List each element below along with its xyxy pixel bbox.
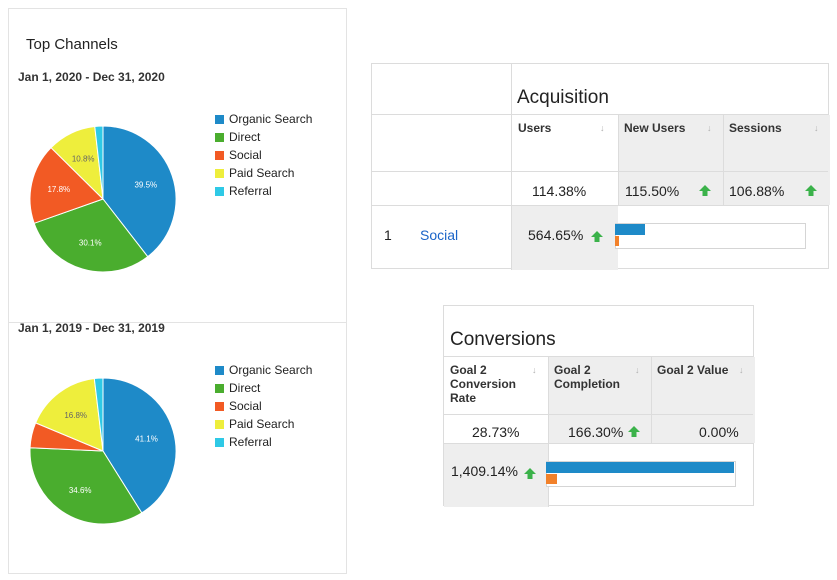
legend-label: Paid Search — [229, 166, 295, 180]
row-index: 1 — [384, 227, 392, 243]
legend-2020: Organic Search Direct Social Paid Search Ref… — [215, 110, 312, 200]
up-arrow-icon — [805, 185, 817, 196]
legend-item-direct[interactable]: Direct — [215, 379, 312, 397]
legend-label: Referral — [229, 184, 272, 198]
legend-item-paid[interactable]: Paid Search — [215, 164, 312, 182]
acquisition-bar-orange — [615, 236, 619, 246]
conversion-bar-box — [546, 461, 736, 487]
acquisition-title: Acquisition — [517, 87, 609, 108]
new-users-header-label: New Users — [624, 121, 686, 135]
pie-slice-paid[interactable] — [34, 377, 104, 452]
conversion-bar-blue — [546, 462, 734, 473]
sort-icon: ↓ — [600, 123, 605, 133]
legend-swatch — [215, 419, 224, 429]
legend-label: Direct — [229, 130, 261, 144]
conversions-title: Conversions — [450, 329, 556, 350]
conversion-row-value: 1,409.14% — [451, 463, 518, 479]
legend-item-social[interactable]: Social — [215, 146, 312, 164]
new-users-total: 115.50% — [625, 183, 680, 199]
up-arrow-icon — [524, 468, 536, 479]
acquisition-bar-box — [615, 223, 806, 249]
sort-icon: ↓ — [707, 123, 712, 133]
up-arrow-icon — [628, 426, 640, 437]
legend-item-social[interactable]: Social — [215, 397, 312, 415]
panel-divider — [9, 322, 346, 323]
completion-header-label: Goal 2 Completion — [554, 363, 620, 391]
legend-swatch — [215, 132, 224, 142]
legend-label: Organic Search — [229, 112, 313, 126]
goal-value-total: 0.00% — [699, 424, 739, 440]
legend-swatch — [215, 365, 224, 375]
legend-item-direct[interactable]: Direct — [215, 128, 312, 146]
legend-swatch — [215, 401, 224, 411]
legend-label: Direct — [229, 381, 261, 395]
legend-2019: Organic Search Direct Social Paid Search Ref… — [215, 361, 312, 451]
up-arrow-icon — [591, 231, 603, 242]
legend-label: Social — [229, 399, 262, 413]
legend-swatch — [215, 150, 224, 160]
date-range-2020: Jan 1, 2020 - Dec 31, 2020 — [18, 70, 165, 84]
pie-slice-referral[interactable] — [94, 125, 104, 200]
pie-slice-social[interactable] — [29, 146, 104, 224]
conversion-bar-orange — [546, 474, 557, 484]
conversion-rate-total: 28.73% — [472, 424, 520, 440]
legend-item-referral[interactable]: Referral — [215, 182, 312, 200]
slice-label-social: 17.8% — [47, 185, 70, 194]
legend-item-paid[interactable]: Paid Search — [215, 415, 312, 433]
legend-swatch — [215, 383, 224, 393]
panel-title: Top Channels — [26, 36, 118, 53]
legend-swatch — [215, 114, 224, 124]
slice-label-organic: 41.1% — [135, 435, 158, 444]
slice-label-paid: 16.8% — [64, 411, 87, 420]
sessions-total: 106.88% — [729, 183, 785, 199]
pie-slice-direct[interactable] — [33, 198, 149, 273]
pie-slice-organic[interactable] — [102, 125, 177, 258]
legend-swatch — [215, 437, 224, 447]
conversion-rate-header[interactable]: Goal 2 Conversion Rate ↓ — [444, 357, 548, 414]
users-total: 114.38% — [532, 183, 587, 199]
legend-item-organic[interactable]: Organic Search — [215, 110, 312, 128]
up-arrow-icon — [699, 185, 711, 196]
conversions-panel: Conversions Goal 2 Conversion Rate ↓ Goa… — [443, 305, 755, 507]
legend-swatch — [215, 168, 224, 178]
social-link[interactable]: Social — [420, 227, 459, 243]
legend-label: Social — [229, 148, 262, 162]
sort-icon: ↓ — [635, 365, 640, 375]
legend-item-referral[interactable]: Referral — [215, 433, 312, 451]
users-header[interactable]: Users ↓ — [512, 115, 618, 171]
acquisition-panel: Acquisition Users ↓ New Users ↓ Sessions… — [371, 63, 830, 270]
goal-value-header[interactable]: Goal 2 Value ↓ — [652, 357, 755, 443]
slice-label-organic: 39.5% — [134, 180, 157, 189]
pie-slice-direct[interactable] — [29, 447, 143, 525]
legend-label: Referral — [229, 435, 272, 449]
social-users-value: 564.65% — [528, 227, 584, 243]
sort-icon: ↓ — [814, 123, 819, 133]
completion-total: 166.30% — [568, 424, 624, 440]
users-row-cell — [512, 206, 618, 270]
slice-label-paid: 10.8% — [72, 154, 95, 163]
slice-label-direct: 30.1% — [79, 238, 102, 247]
pie-chart-2019: 41.1% 34.6% 16.8% — [29, 377, 177, 525]
legend-label: Organic Search — [229, 363, 313, 377]
pie-slice-organic[interactable] — [102, 377, 177, 514]
legend-label: Paid Search — [229, 417, 295, 431]
users-header-label: Users — [518, 121, 552, 135]
pie-chart-2020: 39.5% 30.1% 17.8% 10.8% — [29, 125, 177, 273]
top-channels-panel: Top Channels Jan 1, 2020 - Dec 31, 2020 … — [8, 8, 347, 574]
legend-swatch — [215, 186, 224, 196]
slice-label-direct: 34.6% — [69, 486, 92, 495]
sort-icon: ↓ — [532, 365, 537, 375]
acquisition-bar-blue — [615, 224, 645, 235]
date-range-2019: Jan 1, 2019 - Dec 31, 2019 — [18, 321, 165, 335]
goal-value-header-label: Goal 2 Value — [657, 363, 729, 377]
legend-item-organic[interactable]: Organic Search — [215, 361, 312, 379]
sessions-header-label: Sessions — [729, 121, 782, 135]
sort-icon: ↓ — [739, 365, 744, 375]
conversion-rate-header-label: Goal 2 Conversion Rate — [450, 363, 517, 405]
pie-slice-referral[interactable] — [93, 377, 104, 452]
